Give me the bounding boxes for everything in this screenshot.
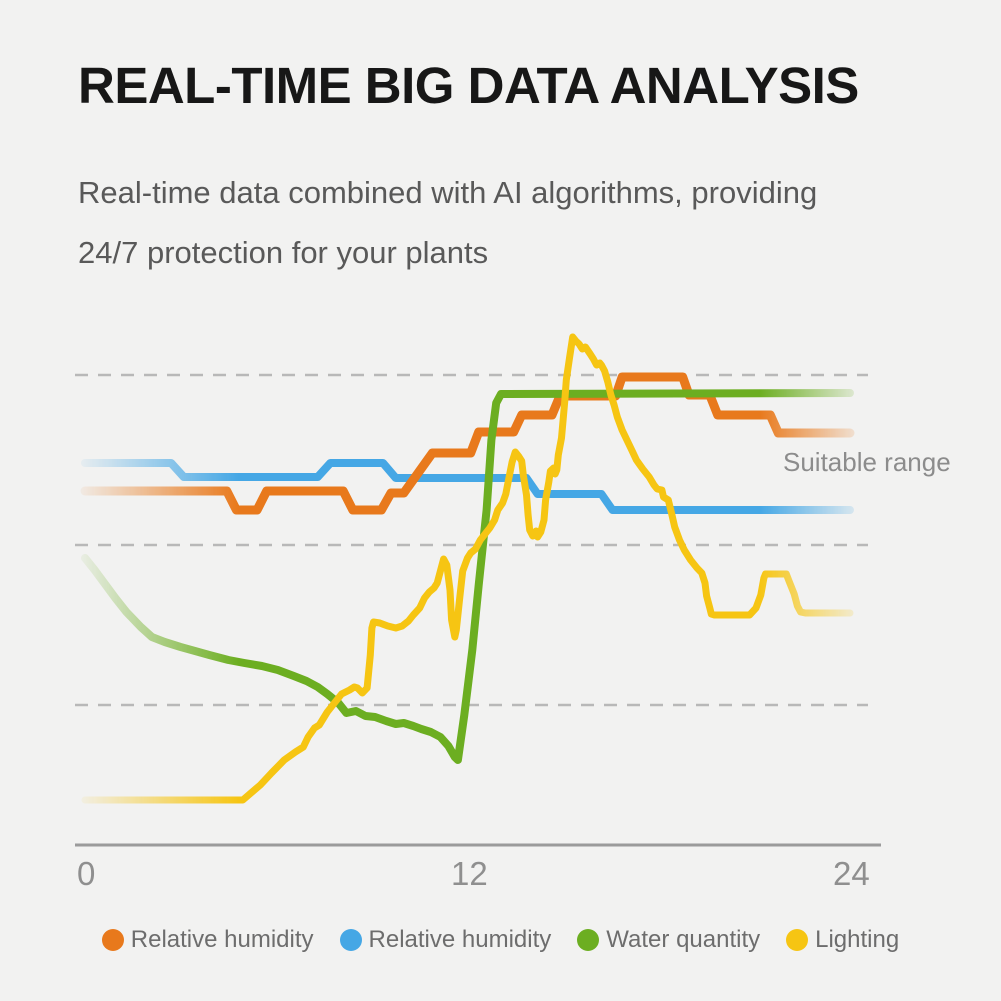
legend-item-water: Water quantity bbox=[577, 926, 760, 954]
x-tick-0: 0 bbox=[77, 855, 96, 892]
legend-item-humidity-blue: Relative humidity bbox=[339, 926, 552, 954]
yellow-dot-icon bbox=[786, 929, 809, 951]
blue-dot-icon bbox=[339, 929, 362, 951]
series-line-relative-humidity bbox=[81, 459, 854, 514]
orange-dot-icon bbox=[101, 929, 124, 951]
subtitle-line-1: Real-time data combined with AI algorith… bbox=[78, 175, 818, 210]
series-lines bbox=[80, 333, 855, 804]
x-tick-12: 12 bbox=[451, 855, 488, 892]
page-title: REAL-TIME BIG DATA ANALYSIS bbox=[78, 57, 859, 114]
suitable-range-label: Suitable range bbox=[783, 447, 951, 477]
legend-item-humidity-orange: Relative humidity bbox=[101, 926, 314, 954]
chart-legend: Relative humidity Relative humidity Wate… bbox=[0, 926, 1001, 954]
series-line-water-quantity bbox=[81, 389, 854, 764]
legend-item-lighting: Lighting bbox=[786, 926, 899, 954]
legend-label: Lighting bbox=[815, 926, 900, 953]
legend-label: Relative humidity bbox=[130, 926, 314, 953]
dashed-gridlines bbox=[75, 373, 868, 707]
legend-label: Water quantity bbox=[606, 926, 761, 953]
green-dot-icon bbox=[577, 929, 600, 951]
legend-label: Relative humidity bbox=[368, 926, 552, 953]
series-line-lighting bbox=[81, 333, 854, 804]
x-tick-24: 24 bbox=[833, 855, 870, 892]
subtitle-line-2: 24/7 protection for your plants bbox=[78, 235, 489, 270]
page-subtitle: Real-time data combined with AI algorith… bbox=[78, 163, 817, 283]
